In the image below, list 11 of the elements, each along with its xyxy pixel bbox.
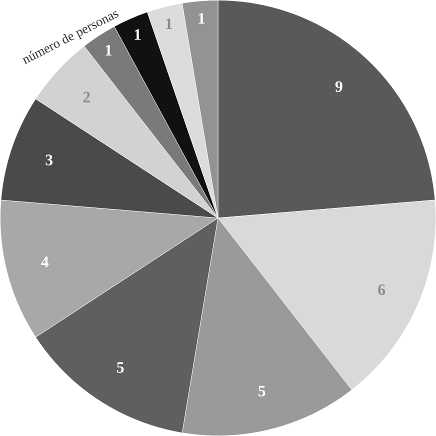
data-label: 1 xyxy=(166,18,172,30)
data-label: 6 xyxy=(378,284,386,296)
data-label: 3 xyxy=(46,154,53,166)
data-label: 2 xyxy=(83,92,90,102)
data-label: 9 xyxy=(335,81,342,92)
data-label: 5 xyxy=(116,362,124,373)
data-label: 1 xyxy=(198,13,205,24)
data-label: 5 xyxy=(258,386,266,396)
data-label: 1 xyxy=(134,29,141,40)
data-label: 4 xyxy=(41,256,49,268)
data-label: 1 xyxy=(106,45,112,56)
